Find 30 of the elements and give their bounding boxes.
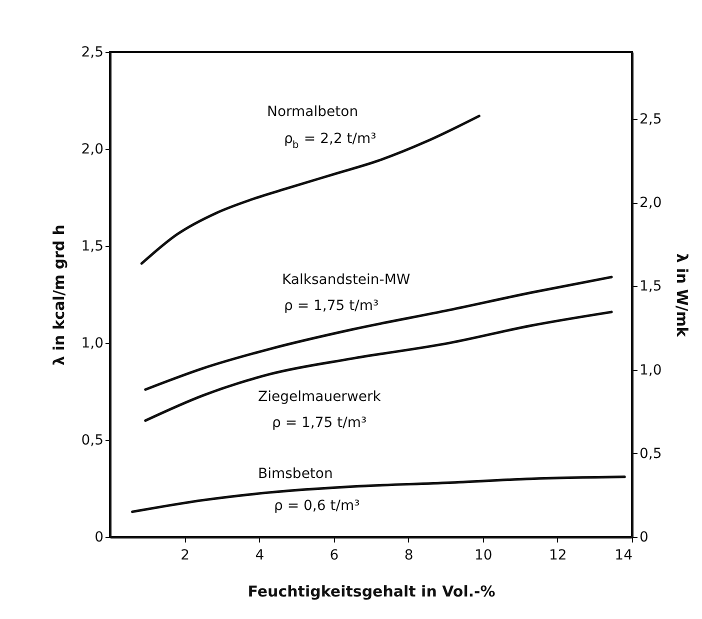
y2-tick-label: 2,5 [640,111,662,128]
y-tick-label: 1,0 [81,336,104,352]
y2-tick-label: 2,0 [640,195,662,212]
y2-tick-label: 1,0 [640,362,662,378]
x-tick-label: 8 [404,548,414,564]
y-tick-label: 2,5 [81,44,104,60]
y-tick-label: 0,5 [81,432,104,448]
annotation: ρ = 0,6 t/m³ [274,498,360,514]
y2-tick-label: 1,5 [640,278,662,295]
x-tick-label: 6 [330,548,339,564]
x-tick-label: 2 [180,548,190,564]
x-tick-label: 12 [549,548,567,564]
y-tick-label: 0 [94,530,104,546]
annotation: Ziegelmauerwerk [258,389,382,405]
annotation: Normalbeton [267,104,358,120]
y2-axis-title: λ in W/mk [672,253,691,338]
annotation: ρ = 1,75 t/m³ [284,298,379,314]
line-series [140,114,480,265]
y-tick-label: 2,0 [81,142,104,158]
x-tick-label: 10 [474,548,492,564]
x-axis-title: Feuchtigkeitsgehalt in Vol.-% [248,582,496,600]
annotation: Kalksandstein-MW [282,272,410,288]
x-tick-label: 14 [614,548,633,564]
annotation: ρ = 1,75 t/m³ [272,415,367,431]
y-tick-label: 1,5 [81,238,104,254]
y2-tick-label: 0,5 [640,446,662,462]
annotation: Bimsbeton [258,466,333,482]
y2-tick-label: 0 [640,530,648,546]
x-tick-label: 4 [255,548,264,564]
y-axis-title: λ in kcal/m grd h [50,224,68,366]
